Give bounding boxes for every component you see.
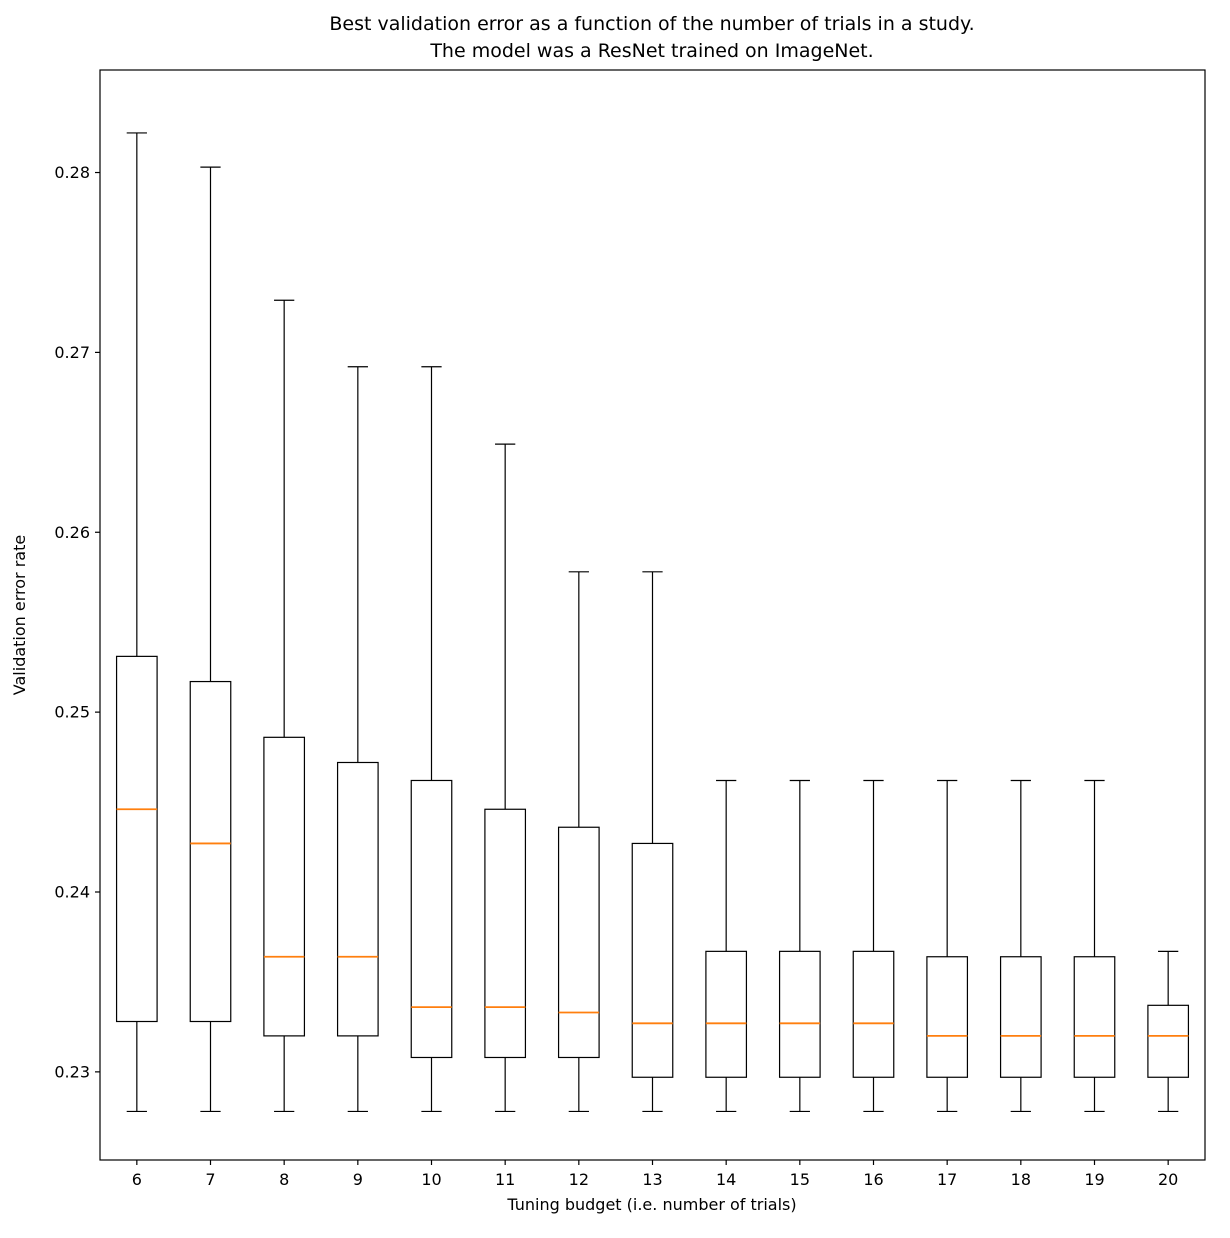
box [557, 826, 600, 1059]
box [999, 956, 1042, 1078]
y-tick-label: 0.27 [54, 343, 90, 362]
chart-title-line2: The model was a ResNet trained on ImageN… [429, 40, 873, 62]
x-tick-label: 11 [495, 1170, 515, 1189]
x-tick-label: 7 [205, 1170, 215, 1189]
x-tick-label: 6 [132, 1170, 142, 1189]
x-tick-label: 18 [1011, 1170, 1031, 1189]
box [926, 956, 969, 1078]
x-tick-label: 14 [716, 1170, 736, 1189]
y-tick-label: 0.25 [54, 703, 90, 722]
x-tick-label: 19 [1084, 1170, 1104, 1189]
box [778, 950, 821, 1078]
box [115, 655, 158, 1023]
y-tick-label: 0.26 [54, 523, 90, 542]
x-tick-label: 13 [642, 1170, 662, 1189]
x-tick-label: 9 [353, 1170, 363, 1189]
box [1147, 1004, 1190, 1078]
x-tick-label: 17 [937, 1170, 957, 1189]
x-tick-label: 20 [1158, 1170, 1178, 1189]
x-tick-label: 10 [421, 1170, 441, 1189]
y-axis-label: Validation error rate [10, 535, 29, 695]
chart-title-line1: Best validation error as a function of t… [329, 13, 974, 35]
y-tick-label: 0.23 [54, 1062, 90, 1081]
x-axis-label: Tuning budget (i.e. number of trials) [506, 1195, 796, 1214]
y-tick-label: 0.28 [54, 163, 90, 182]
box [263, 736, 306, 1037]
y-tick-label: 0.24 [54, 882, 90, 901]
x-tick-label: 16 [863, 1170, 883, 1189]
x-tick-label: 12 [569, 1170, 589, 1189]
box [705, 950, 748, 1078]
box [189, 680, 232, 1023]
box [852, 950, 895, 1078]
x-tick-label: 15 [790, 1170, 810, 1189]
box [484, 808, 527, 1059]
plot-area: 0.23 0.24 0.25 0.26 0.27 0.28 6 7 8 9 10 11 12 13 14 15… [54, 69, 1206, 1189]
box [631, 842, 674, 1078]
box [410, 779, 453, 1059]
box [1073, 956, 1116, 1078]
x-tick-label: 8 [279, 1170, 289, 1189]
box [336, 761, 379, 1037]
